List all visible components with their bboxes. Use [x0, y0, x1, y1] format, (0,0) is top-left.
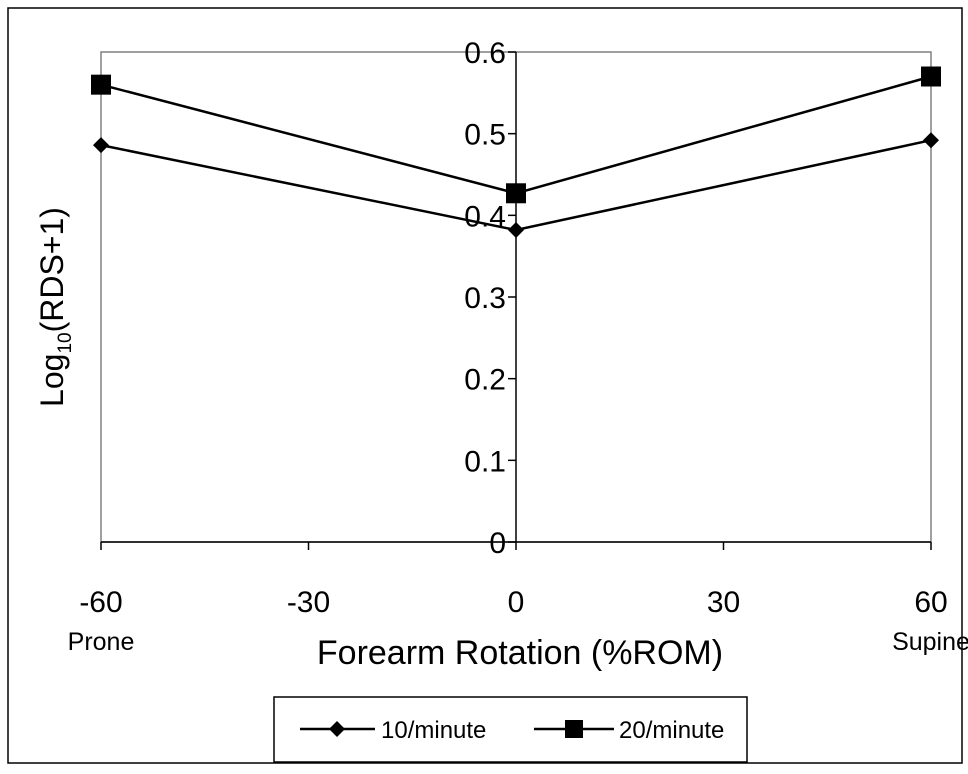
- data-point-10-minute: [923, 132, 939, 149]
- y-tick-label: 0: [489, 527, 506, 560]
- legend-label-10-minute: 10/minute: [381, 717, 486, 744]
- data-point-10-minute: [508, 222, 524, 239]
- legend-marker-diamond: [329, 721, 345, 737]
- x-tick-label: -30: [287, 586, 330, 619]
- legend: 10/minute 20/minute: [273, 696, 748, 763]
- x-tick-label: 0: [508, 586, 525, 619]
- series-layer: [91, 66, 941, 239]
- legend-marker-square: [565, 720, 583, 738]
- data-point-20-minute: [921, 66, 941, 87]
- annotation-prone: Prone: [68, 628, 135, 656]
- y-axis-title-main: Log: [34, 354, 70, 407]
- x-tick-label: -60: [79, 586, 122, 619]
- annotation-supine: Supine: [892, 628, 968, 656]
- x-tick-label: 60: [914, 586, 947, 619]
- x-tick-label: 30: [707, 586, 740, 619]
- y-axis-title: Log10(RDS+1): [34, 207, 76, 407]
- y-tick-label: 0.2: [464, 364, 506, 397]
- y-axis-title-subscript: 10: [55, 332, 76, 353]
- data-point-10-minute: [93, 137, 109, 154]
- y-tick-label: 0.5: [464, 119, 506, 152]
- y-tick-label: 0.3: [464, 282, 506, 315]
- y-tick-label: 0.1: [464, 445, 506, 478]
- x-axis-title: Forearm Rotation (%ROM): [317, 634, 723, 672]
- data-point-20-minute: [91, 74, 111, 95]
- y-axis-title-rest: (RDS+1): [34, 207, 70, 332]
- y-tick-label: 0.4: [464, 200, 506, 233]
- data-point-20-minute: [506, 183, 526, 204]
- legend-label-20-minute: 20/minute: [619, 717, 724, 744]
- axes: 0 0.1 0.2 0.3 0.4 0.5 0.6 -60 -30 0 30 60 Prone Supin…: [68, 37, 968, 656]
- y-tick-label: 0.6: [464, 37, 506, 70]
